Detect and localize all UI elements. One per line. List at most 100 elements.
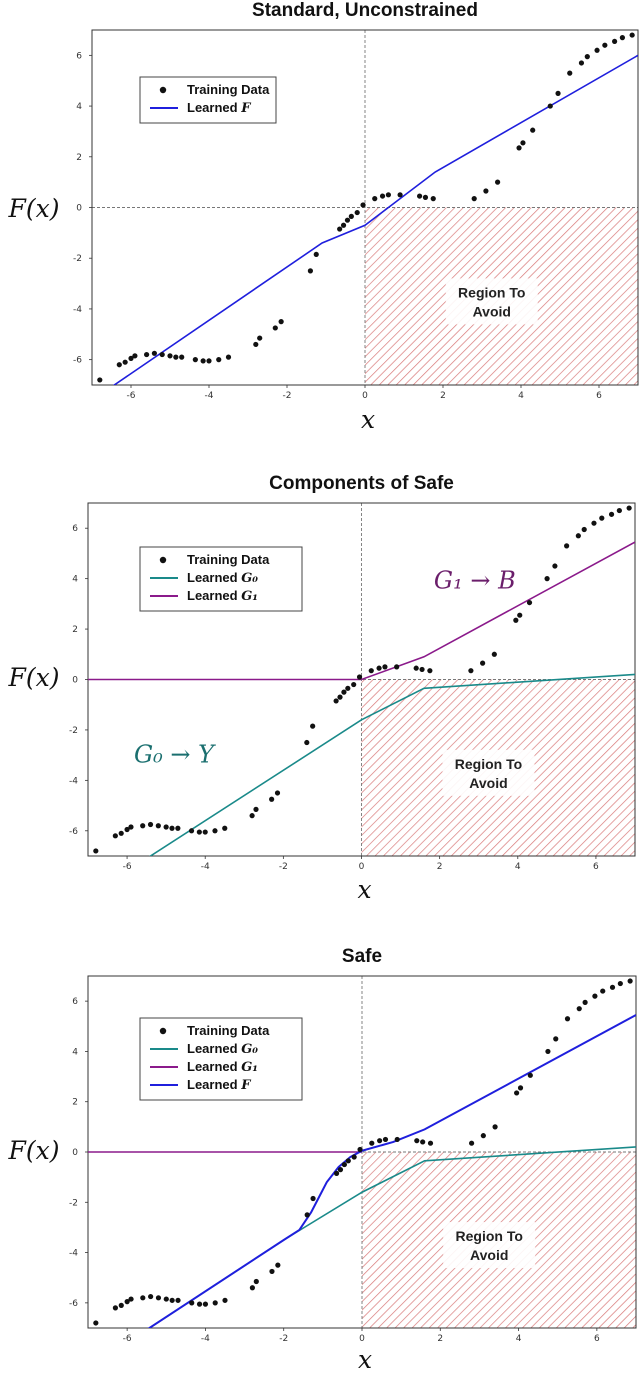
training-data-point (253, 806, 259, 812)
training-data-point (112, 833, 118, 839)
training-data-point (594, 47, 600, 53)
training-data-point (427, 668, 433, 674)
training-data-point (382, 1136, 389, 1143)
training-data-point (155, 1295, 162, 1301)
x-axis-label: x (357, 875, 371, 904)
legend-entry-label: Learned G₀ (187, 1041, 258, 1057)
legend-entry-label: Learned G₁ (187, 588, 258, 604)
x-tick-label: 4 (515, 862, 521, 872)
training-data-point (627, 978, 633, 984)
training-data-point (491, 651, 497, 657)
chart-title: Components of Safe (269, 473, 454, 494)
training-data-point (118, 1302, 124, 1308)
training-data-point (385, 192, 391, 198)
y-tick-label: -4 (69, 776, 78, 786)
y-tick-label: 2 (76, 153, 82, 163)
training-data-point (417, 193, 423, 199)
training-data-point (216, 357, 222, 363)
training-data-point (128, 355, 134, 361)
legend-entry-label: Training Data (187, 1023, 270, 1038)
training-data-point (188, 828, 195, 834)
series-line-1 (112, 54, 638, 385)
training-data-point (93, 1320, 99, 1326)
training-data-point (555, 90, 561, 96)
chart-title: Standard, Unconstrained (252, 0, 478, 21)
x-tick-label: 0 (359, 862, 365, 872)
training-data-point (118, 830, 124, 836)
chart-panel-1: Region To Avoid -6 -4 -2 0 2 4 6 -6 -4 -2 0 2 4 6 Standa… (8, 0, 639, 434)
training-data-point (179, 354, 185, 360)
training-data-point (345, 1158, 351, 1164)
training-data-point (564, 1016, 571, 1022)
training-data-point (253, 341, 259, 348)
training-data-point (616, 507, 622, 514)
training-data-point (471, 196, 477, 202)
training-data-point (122, 359, 128, 365)
training-data-point (382, 664, 388, 670)
legend-frame (139, 76, 277, 124)
x-tick-label: -6 (127, 391, 136, 401)
training-data-point (175, 1297, 181, 1303)
training-data-point (173, 354, 179, 360)
training-data-point (351, 681, 357, 688)
annotation-2: G₀ → Y (134, 741, 216, 769)
x-tick-label: -2 (279, 1334, 288, 1344)
y-tick-label: 2 (72, 625, 78, 635)
legend-entry-label: Learned G₁ (187, 1059, 258, 1075)
y-axis-label: F(x) (8, 663, 60, 692)
x-tick-label: 6 (596, 391, 602, 401)
training-data-point (609, 984, 616, 990)
legend-entry-label: Learned F (187, 100, 251, 116)
training-data-point (151, 350, 157, 356)
training-data-point (376, 665, 382, 671)
chart-title: Safe (342, 946, 382, 967)
y-tick-label: -2 (69, 726, 78, 736)
chart-panel-2: Region To Avoid -6 -4 -2 0 2 4 6 -6 -4 -2 0 2 4 6 Compon… (8, 473, 636, 904)
training-data-point (516, 145, 522, 151)
training-data-point (310, 1195, 316, 1202)
training-data-point (582, 999, 588, 1006)
legend-entry-text: Learned (187, 1077, 241, 1092)
region-label-box (443, 1222, 536, 1269)
training-data-point (578, 60, 585, 66)
region-label-box (445, 278, 538, 325)
series-line-1 (149, 673, 635, 856)
training-data-point (202, 1301, 209, 1307)
y-tick-label: 0 (76, 204, 82, 214)
training-data-point (553, 1036, 559, 1042)
training-data-point (225, 354, 232, 360)
legend-entry-text: Training Data (187, 82, 270, 97)
training-data-point (492, 1124, 498, 1130)
legend-entry-symbol: G₀ (241, 571, 258, 586)
legend-entry-symbol: F (240, 1078, 251, 1093)
y-tick-label: 4 (72, 575, 78, 585)
training-data-point (333, 698, 339, 704)
x-tick-label: 2 (440, 391, 446, 401)
training-data-point (480, 1133, 486, 1139)
training-data-point (552, 563, 558, 569)
region-label-line2: Avoid (469, 775, 507, 791)
training-data-point (397, 192, 403, 198)
training-data-point (357, 1146, 363, 1153)
training-data-point (196, 1301, 203, 1307)
training-data-point (128, 1296, 134, 1302)
training-data-point (97, 377, 103, 383)
x-tick-label: -2 (283, 391, 292, 401)
training-data-point (257, 335, 263, 341)
training-data-point (379, 193, 386, 199)
legend-entry-text: Learned (187, 100, 241, 115)
training-data-point (581, 526, 587, 533)
x-tick-label: 4 (516, 1334, 522, 1344)
legend-entry-text: Learned (187, 1041, 241, 1056)
y-tick-label: 6 (72, 524, 78, 534)
training-data-point (414, 1138, 420, 1144)
training-data-point (345, 685, 351, 691)
training-data-point (545, 1048, 551, 1055)
training-data-point (189, 1300, 195, 1306)
x-tick-label: 0 (362, 391, 368, 401)
x-tick-label: 4 (518, 391, 524, 401)
legend-entry-label: Learned G₀ (187, 570, 258, 586)
training-data-point (483, 188, 489, 194)
training-data-point (116, 362, 122, 368)
